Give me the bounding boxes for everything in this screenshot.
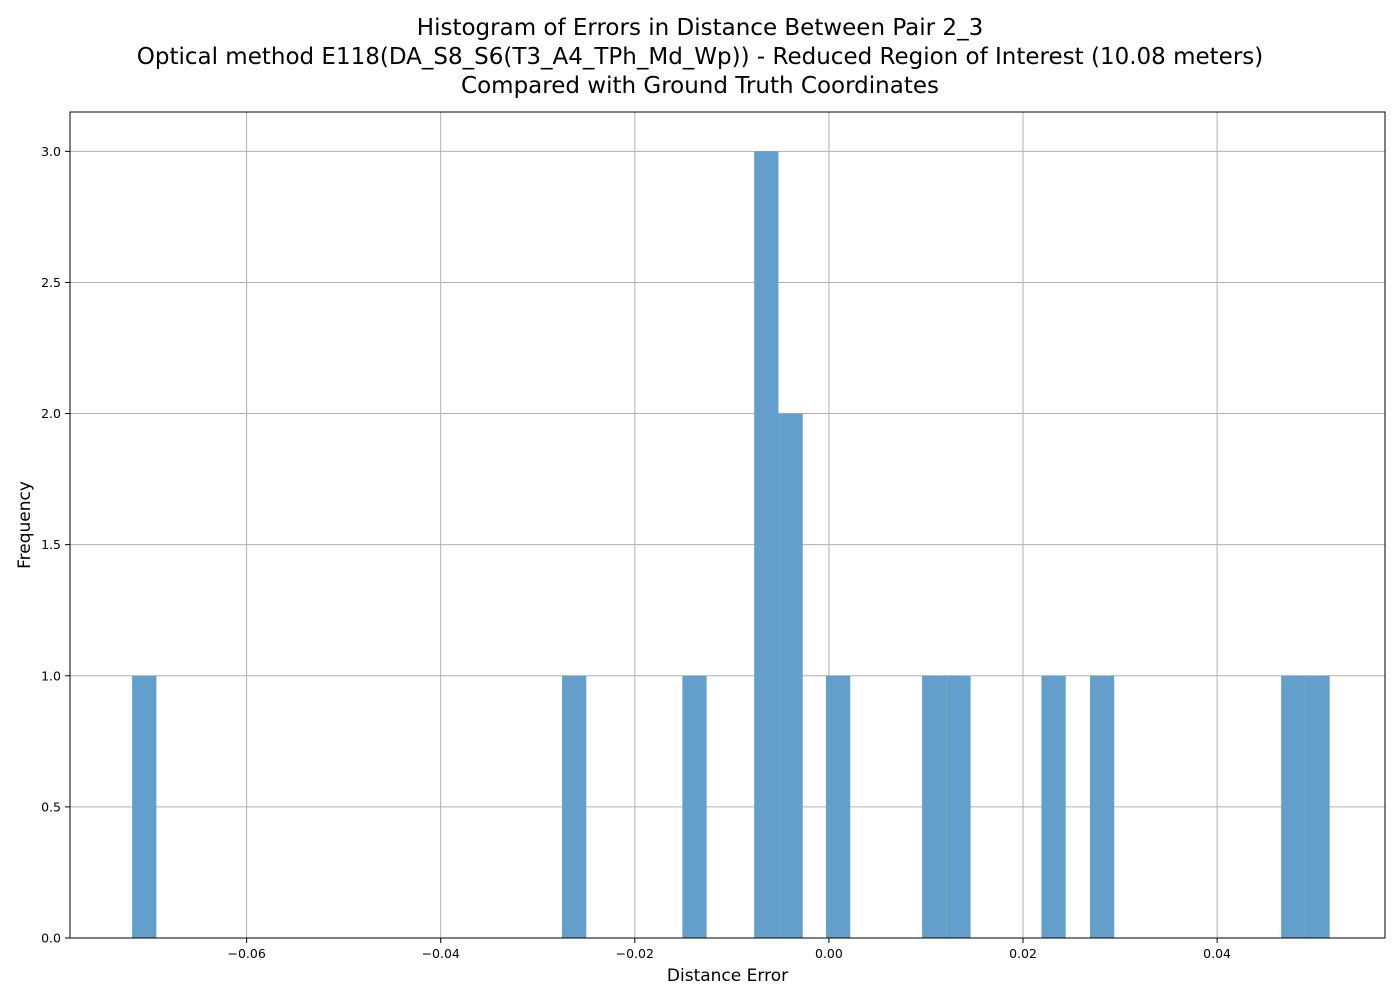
y-tick-label: 3.0 — [41, 144, 61, 159]
chart-title-line-3: Compared with Ground Truth Coordinates — [461, 73, 939, 99]
histogram-bar — [132, 675, 157, 938]
x-tick-label: −0.04 — [422, 946, 460, 961]
x-tick-label: 0.00 — [815, 946, 843, 961]
tick-layer: −0.06 −0.04 −0.02 0.00 0.02 0.04 0.0 0.5 1.0 1.5 2… — [41, 144, 1231, 961]
histogram-bar — [826, 675, 851, 938]
grid-layer — [70, 112, 1385, 939]
y-tick-label: 0.5 — [41, 799, 61, 814]
y-tick-label: 1.0 — [41, 668, 61, 683]
histogram-bar — [1041, 675, 1066, 938]
histogram-bar — [682, 675, 707, 938]
plot-frame — [69, 111, 1386, 939]
x-tick-label: 0.04 — [1203, 946, 1231, 961]
y-tick-label: 1.5 — [41, 537, 61, 552]
histogram-bar — [562, 675, 587, 938]
histogram-bar — [778, 413, 803, 938]
x-tick-label: −0.06 — [227, 946, 265, 961]
y-axis-label: Frequency — [15, 481, 35, 569]
y-tick-label: 0.0 — [41, 931, 61, 946]
histogram-bar — [1281, 675, 1306, 938]
chart-title: Histogram of Errors in Distance Between … — [0, 14, 1400, 101]
histogram-bar — [1305, 675, 1330, 938]
y-tick-label: 2.5 — [41, 275, 61, 290]
histogram-bar — [1089, 675, 1115, 938]
x-tick-label: −0.02 — [616, 946, 654, 961]
histogram-bar — [922, 675, 947, 938]
histogram-bar — [946, 675, 971, 938]
chart-title-line-2: Optical method E118(DA_S8_S6(T3_A4_TPh_M… — [136, 44, 1264, 70]
histogram-bar — [754, 151, 779, 939]
x-axis-label: Distance Error — [667, 966, 788, 986]
bar-layer — [132, 151, 1330, 939]
chart-title-line-1: Histogram of Errors in Distance Between … — [416, 15, 984, 41]
y-tick-label: 2.0 — [41, 406, 61, 421]
x-tick-label: 0.02 — [1009, 946, 1037, 961]
